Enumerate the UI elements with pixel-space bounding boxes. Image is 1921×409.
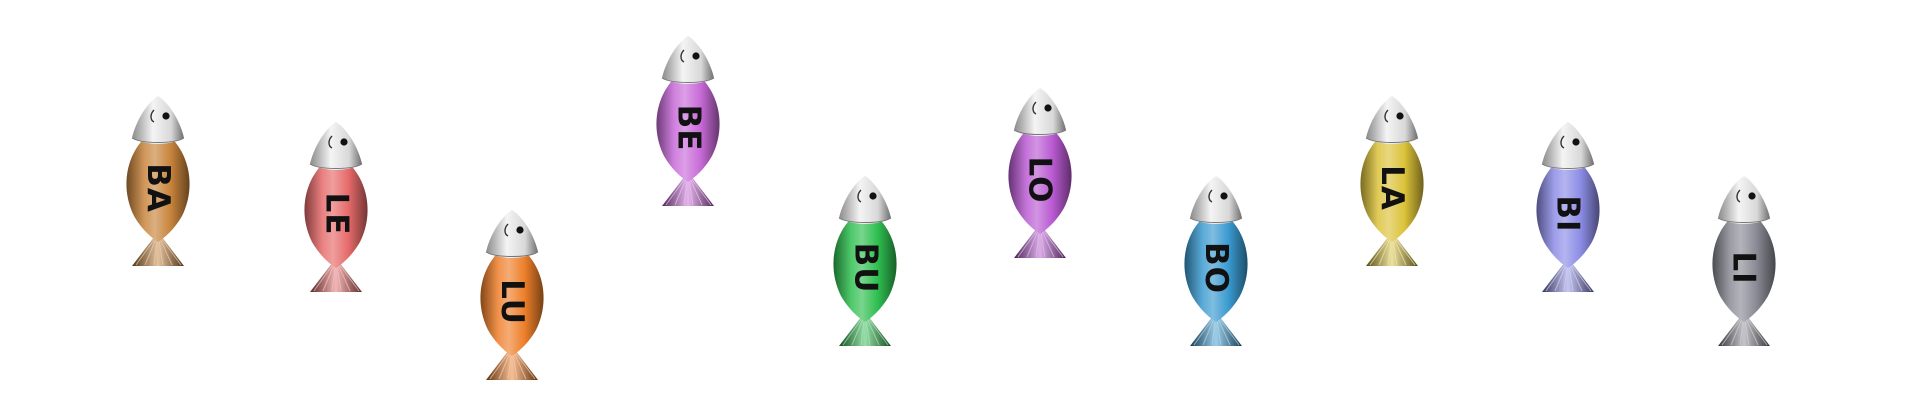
fish-bu[interactable]: BU [825,172,905,352]
fish-graphic [126,96,190,266]
fish-graphic [1536,122,1600,292]
fish-body [656,68,720,182]
fish-graphic [833,176,897,346]
fish-mouth [1032,101,1037,115]
fish-eye-icon [1044,104,1052,112]
fish-gill [1013,129,1067,135]
fish-tail [1190,312,1242,346]
fish-tail [310,258,362,292]
fish-mouth [1384,109,1389,123]
fish-eye-icon [1396,112,1404,120]
fish-tail [1542,258,1594,292]
fish-graphic [656,36,720,206]
fish-head [1542,122,1594,170]
fish-graphic [1184,176,1248,346]
fish-head [1014,88,1066,136]
fish-eye-icon [1220,192,1228,200]
fish-tail [1718,312,1770,346]
fish-graphic [1360,96,1424,266]
fish-gill [309,163,363,169]
fish-body [126,128,190,242]
fish-gill [838,217,892,223]
fish-la[interactable]: LA [1352,92,1432,272]
fish-lu[interactable]: LU [472,206,552,386]
fish-li[interactable]: LI [1704,172,1784,352]
fish-head [132,96,184,144]
fish-graphic [304,122,368,292]
fish-tail [1366,232,1418,266]
fish-eye-icon [516,226,524,234]
fish-lo[interactable]: LO [1000,84,1080,264]
fish-mouth [1736,189,1741,203]
fish-be[interactable]: BE [648,32,728,212]
fish-tail [132,232,184,266]
fish-mouth [857,189,862,203]
fish-graphic [1008,88,1072,258]
fish-head [662,36,714,84]
fish-tail [662,172,714,206]
fish-gill [485,251,539,257]
fish-eye-icon [162,112,170,120]
fish-mouth [1208,189,1213,203]
fish-gill [661,77,715,83]
fish-gill [131,137,185,143]
fish-eye-icon [1572,138,1580,146]
fish-gill [1717,217,1771,223]
fish-body [480,242,544,356]
fish-body [304,154,368,268]
fish-tail [1014,224,1066,258]
fish-eye-icon [1748,192,1756,200]
fish-body [1712,208,1776,322]
fish-mouth [328,135,333,149]
fish-body [833,208,897,322]
fish-mouth [680,49,685,63]
fish-head [839,176,891,224]
fish-bo[interactable]: BO [1176,172,1256,352]
fish-body [1008,120,1072,234]
fish-head [486,210,538,258]
fish-head [1718,176,1770,224]
fish-tail [839,312,891,346]
fish-head [1366,96,1418,144]
fish-mouth [150,109,155,123]
fish-ba[interactable]: BA [118,92,198,272]
fish-gill [1541,163,1595,169]
fish-mouth [1560,135,1565,149]
fish-tail [486,346,538,380]
fish-head [310,122,362,170]
fish-body [1184,208,1248,322]
fish-body [1536,154,1600,268]
fish-gill [1189,217,1243,223]
fish-gill [1365,137,1419,143]
fish-eye-icon [340,138,348,146]
fish-eye-icon [869,192,877,200]
fish-le[interactable]: LE [296,118,376,298]
fish-graphic [1712,176,1776,346]
fish-mouth [504,223,509,237]
fish-eye-icon [692,52,700,60]
fish-head [1190,176,1242,224]
fish-graphic [480,210,544,380]
fish-bi[interactable]: BI [1528,118,1608,298]
fish-body [1360,128,1424,242]
